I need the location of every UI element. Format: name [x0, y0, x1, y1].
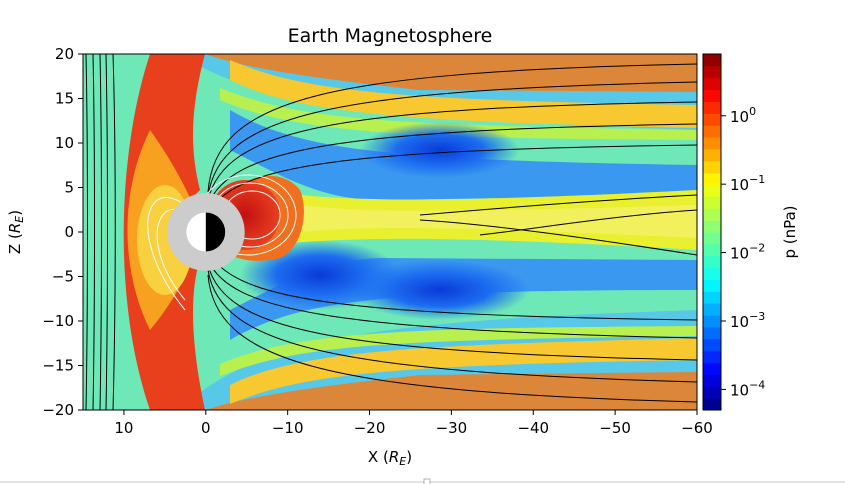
resize-handle[interactable] — [423, 478, 431, 484]
colorbar-step — [703, 279, 721, 292]
colorbar-step — [703, 54, 721, 67]
y-tick-label: −20 — [42, 401, 74, 419]
colorbar-step — [703, 101, 721, 114]
y-tick-label: 5 — [64, 179, 74, 197]
colorbar-tick-label: 10−2 — [730, 242, 765, 263]
y-tick-label: 15 — [55, 90, 74, 108]
colorbar-step — [703, 160, 721, 174]
x-tick-label: −10 — [272, 419, 304, 437]
colorbar-step — [703, 362, 721, 375]
colorbar-step — [703, 350, 721, 364]
colorbar-step — [703, 172, 721, 186]
colorbar-tick-label: 10−1 — [730, 173, 765, 194]
colorbar-step — [703, 291, 721, 304]
colorbar-step — [703, 398, 721, 411]
colorbar-step — [703, 303, 721, 316]
x-axis: 10 0 −10 −20 −30 −40 −50 −60 — [114, 410, 713, 437]
earth-marker — [166, 193, 245, 271]
x-tick-label: −60 — [681, 419, 713, 437]
y-axis-label: Z (RE) — [6, 210, 26, 254]
colorbar-step — [703, 386, 721, 399]
colorbar: 100 10−1 10−2 10−3 10−4 p (nPa) — [702, 53, 799, 411]
colorbar-step — [703, 267, 721, 280]
x-axis-label: X (RE) — [368, 448, 412, 468]
y-tick-label: 10 — [55, 134, 74, 152]
colorbar-step — [703, 208, 721, 221]
colorbar-step — [703, 326, 721, 340]
colorbar-step — [703, 184, 721, 197]
colorbar-step — [703, 220, 721, 233]
x-tick-label: 10 — [114, 419, 133, 437]
colorbar-ticks: 100 10−1 10−2 10−3 10−4 — [721, 105, 765, 399]
colorbar-step — [703, 196, 721, 209]
colorbar-step — [703, 137, 721, 150]
y-tick-label: 20 — [55, 45, 74, 63]
y-axis: 20 15 10 5 0 −5 −10 −15 −20 — [42, 45, 83, 419]
colorbar-step — [703, 255, 721, 269]
colorbar-step — [703, 374, 721, 387]
y-tick-label: −15 — [42, 357, 74, 375]
field-lines — [85, 54, 697, 410]
colorbar-step — [703, 113, 721, 126]
colorbar-step — [703, 232, 721, 245]
y-tick-label: 0 — [64, 223, 74, 241]
x-tick-label: −30 — [436, 419, 468, 437]
x-tick-label: −50 — [599, 419, 631, 437]
colorbar-step — [703, 243, 721, 257]
y-tick-label: −5 — [52, 268, 74, 286]
y-tick-label: −10 — [42, 312, 74, 330]
x-tick-label: −40 — [517, 419, 549, 437]
colorbar-step — [703, 315, 721, 328]
x-tick-label: −20 — [354, 419, 386, 437]
colorbar-step — [703, 89, 721, 102]
colorbar-step — [703, 148, 721, 162]
colorbar-step — [703, 77, 721, 91]
colorbar-label: p (nPa) — [781, 205, 799, 258]
colorbar-step — [703, 125, 721, 138]
colorbar-tick-label: 10−3 — [730, 310, 765, 331]
chart-title: Earth Magnetosphere — [288, 25, 493, 47]
x-tick-label: 0 — [201, 419, 211, 437]
colorbar-tick-label: 10−4 — [730, 378, 765, 399]
colorbar-tick-label: 100 — [730, 105, 756, 126]
colorbar-step — [703, 65, 721, 79]
colorbar-steps — [703, 54, 721, 411]
colorbar-step — [703, 338, 721, 352]
